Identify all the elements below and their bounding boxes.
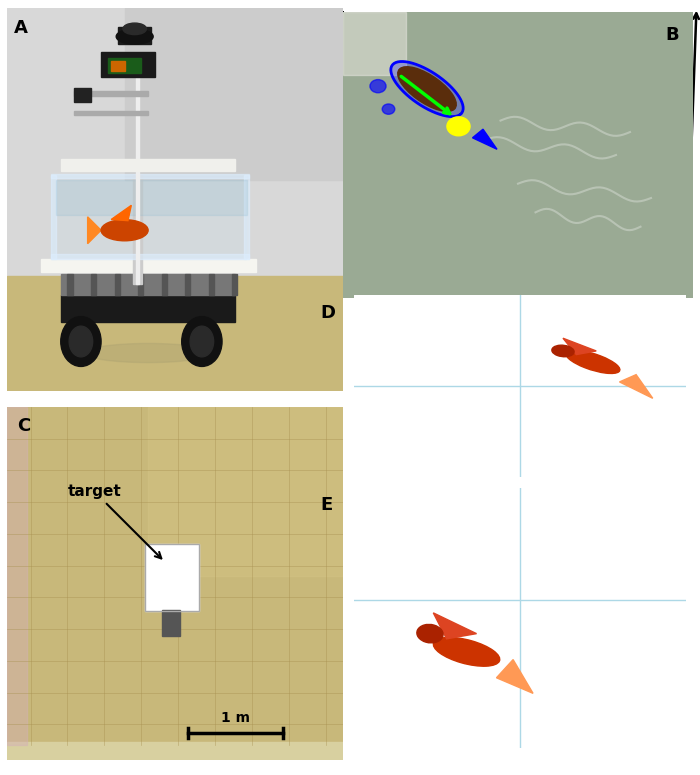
- Circle shape: [382, 104, 395, 114]
- Bar: [244, 174, 249, 259]
- Bar: [50, 174, 56, 259]
- Text: Water tank: Water tank: [28, 127, 116, 141]
- Polygon shape: [496, 660, 533, 694]
- Bar: [136, 69, 139, 284]
- Bar: [101, 52, 155, 77]
- Bar: [162, 610, 180, 636]
- Bar: [56, 181, 247, 215]
- Ellipse shape: [123, 23, 146, 35]
- Ellipse shape: [433, 637, 500, 666]
- Ellipse shape: [101, 219, 148, 241]
- Text: camera: camera: [514, 87, 573, 101]
- Text: E: E: [321, 496, 332, 514]
- Bar: [209, 274, 214, 295]
- Bar: [7, 742, 343, 760]
- Ellipse shape: [116, 29, 153, 44]
- Text: target: target: [67, 484, 161, 559]
- Bar: [61, 274, 235, 295]
- Ellipse shape: [69, 326, 92, 356]
- Ellipse shape: [398, 67, 456, 112]
- Circle shape: [447, 117, 470, 136]
- Bar: [74, 111, 148, 115]
- Ellipse shape: [182, 316, 222, 367]
- Bar: [145, 544, 199, 611]
- Bar: [111, 61, 125, 71]
- Bar: [115, 274, 120, 295]
- Ellipse shape: [552, 345, 574, 356]
- Bar: [232, 274, 237, 295]
- Bar: [133, 69, 142, 284]
- Text: D: D: [321, 304, 335, 322]
- Bar: [74, 91, 148, 96]
- Bar: [185, 274, 190, 295]
- Bar: [67, 274, 73, 295]
- Ellipse shape: [417, 625, 443, 643]
- Ellipse shape: [84, 343, 212, 363]
- Polygon shape: [563, 338, 596, 355]
- Ellipse shape: [61, 316, 101, 367]
- Bar: [91, 274, 96, 295]
- Bar: [145, 544, 199, 611]
- Bar: [138, 274, 143, 295]
- Polygon shape: [88, 217, 101, 243]
- Polygon shape: [391, 61, 463, 116]
- Polygon shape: [111, 205, 132, 221]
- Bar: [61, 295, 235, 322]
- Bar: [50, 254, 249, 259]
- Bar: [148, 407, 343, 576]
- Polygon shape: [620, 374, 652, 398]
- Bar: [41, 259, 256, 273]
- Bar: [7, 407, 27, 746]
- Text: A: A: [14, 19, 27, 37]
- Ellipse shape: [190, 326, 214, 356]
- Text: 1 m: 1 m: [221, 711, 250, 725]
- Bar: [50, 174, 246, 259]
- Text: LIDAR: LIDAR: [514, 26, 561, 40]
- Ellipse shape: [566, 350, 620, 374]
- Text: C: C: [17, 418, 30, 436]
- Bar: [118, 27, 151, 44]
- Text: B: B: [665, 26, 678, 44]
- Polygon shape: [433, 613, 477, 639]
- Polygon shape: [473, 129, 497, 150]
- Circle shape: [370, 80, 386, 93]
- Bar: [50, 174, 249, 178]
- Bar: [108, 57, 141, 73]
- Bar: [343, 12, 406, 74]
- Text: computer: computer: [514, 57, 589, 71]
- Bar: [7, 8, 343, 277]
- Bar: [162, 274, 167, 295]
- Bar: [7, 277, 343, 391]
- Bar: [61, 160, 235, 170]
- Bar: [125, 8, 343, 181]
- Bar: [74, 88, 91, 102]
